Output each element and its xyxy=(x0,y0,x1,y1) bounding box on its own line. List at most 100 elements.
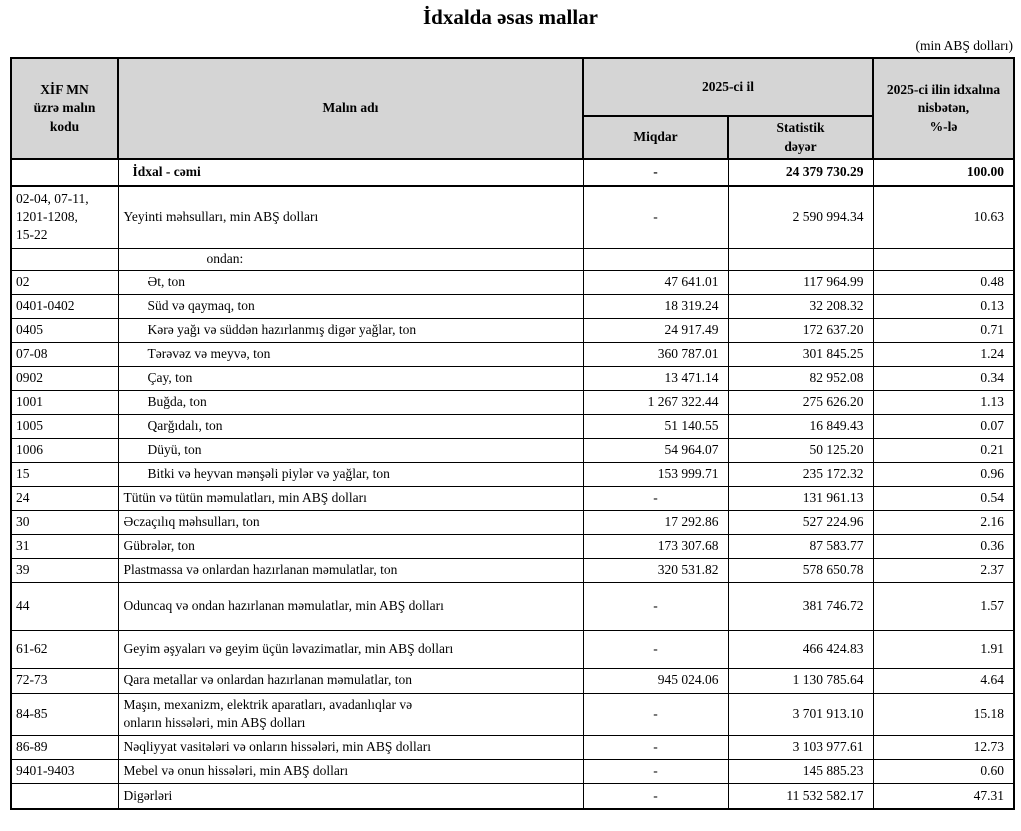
cell-name: Plastmassa və onlardan hazırlanan məmula… xyxy=(117,557,584,583)
cell-code: 02 xyxy=(10,269,119,295)
cell-name: ondan: xyxy=(117,247,584,271)
cell-name: Geyim əşyaları və geyim üçün ləvazimatla… xyxy=(117,629,584,669)
cell-quantity: 24 917.49 xyxy=(582,317,729,343)
table-row: 0902 Çay, ton 13 471.14 82 952.08 0.34 xyxy=(10,365,1015,391)
cell-name: Buğda, ton xyxy=(117,389,584,415)
cell-code: 31 xyxy=(10,533,119,559)
cell-name: Süd və qaymaq, ton xyxy=(117,293,584,319)
cell-code: 39 xyxy=(10,557,119,583)
cell-share: 47.31 xyxy=(872,782,1015,810)
cell-stat-value: 131 961.13 xyxy=(727,485,874,511)
cell-share: 0.34 xyxy=(872,365,1015,391)
cell-quantity: 47 641.01 xyxy=(582,269,729,295)
cell-code: 1006 xyxy=(10,437,119,463)
table-row: 02-04, 07-11, 1201-1208, 15-22 Yeyinti mə… xyxy=(10,185,1015,249)
cell-share: 0.13 xyxy=(872,293,1015,319)
header-stat-value: Statistik dəyər xyxy=(727,115,874,161)
cell-stat-value: 235 172.32 xyxy=(727,461,874,487)
cell-share: 0.07 xyxy=(872,413,1015,439)
cell-share: 0.48 xyxy=(872,269,1015,295)
cell-stat-value: 466 424.83 xyxy=(727,629,874,669)
table-row: 86-89 Nəqliyyat vasitələri və onların his… xyxy=(10,734,1015,760)
table-row: Digərləri -11 532 582.17 47.31 xyxy=(10,782,1015,810)
cell-share: 4.64 xyxy=(872,667,1015,694)
cell-quantity: 17 292.86 xyxy=(582,509,729,535)
cell-code: 24 xyxy=(10,485,119,511)
cell-name: Yeyinti məhsulları, min ABŞ dolları xyxy=(117,185,584,249)
table-row: 1001 Buğda, ton 1 267 322.44 275 626.20 1.13 xyxy=(10,389,1015,415)
table-row: 24 Tütün və tütün məmulatları, min ABŞ do… xyxy=(10,485,1015,511)
cell-stat-value: 527 224.96 xyxy=(727,509,874,535)
cell-quantity: 945 024.06 xyxy=(582,667,729,694)
cell-quantity: 13 471.14 xyxy=(582,365,729,391)
header-name: Malın adı xyxy=(117,57,584,161)
cell-code xyxy=(10,247,119,271)
cell-share: 12.73 xyxy=(872,734,1015,760)
cell-stat-value: 82 952.08 xyxy=(727,365,874,391)
table-row: 1005 Qarğıdalı, ton 51 140.55 16 849.43 0.07 xyxy=(10,413,1015,439)
cell-quantity: 51 140.55 xyxy=(582,413,729,439)
cell-stat-value: 24 379 730.29 xyxy=(727,158,874,188)
cell-stat-value: 172 637.20 xyxy=(727,317,874,343)
cell-code: 07-08 xyxy=(10,341,119,367)
cell-share xyxy=(872,247,1015,271)
cell-code: 61-62 xyxy=(10,629,119,669)
cell-stat-value: 1 130 785.64 xyxy=(727,667,874,694)
cell-share: 1.24 xyxy=(872,341,1015,367)
header-year-group: 2025-ci il xyxy=(582,57,874,118)
table-row: 44 Oduncaq və ondan hazırlanan məmulatlar… xyxy=(10,581,1015,631)
cell-name: Bitki və heyvan mənşəli piylər və yağlar… xyxy=(117,461,584,487)
cell-share: 100.00 xyxy=(872,158,1015,188)
cell-code: 72-73 xyxy=(10,667,119,694)
cell-quantity: 360 787.01 xyxy=(582,341,729,367)
cell-name: Qara metallar və onlardan hazırlanan məm… xyxy=(117,667,584,694)
table-row: 0405 Kərə yağı və süddən hazırlanmış digə… xyxy=(10,317,1015,343)
cell-code: 0902 xyxy=(10,365,119,391)
cell-stat-value: 50 125.20 xyxy=(727,437,874,463)
cell-quantity: - xyxy=(582,485,729,511)
cell-share: 0.71 xyxy=(872,317,1015,343)
table-row: 61-62 Geyim əşyaları və geyim üçün ləvazi… xyxy=(10,629,1015,669)
cell-code xyxy=(10,158,119,188)
cell-code xyxy=(10,782,119,810)
cell-name: Maşın, mexanizm, elektrik aparatları, av… xyxy=(117,692,584,736)
cell-quantity: - xyxy=(582,185,729,249)
cell-name: Tərəvəz və meyvə, ton xyxy=(117,341,584,367)
cell-quantity: - xyxy=(582,782,729,810)
unit-note: (min ABŞ dolları) xyxy=(915,38,1014,54)
cell-share: 2.16 xyxy=(872,509,1015,535)
cell-stat-value: 117 964.99 xyxy=(727,269,874,295)
table-row: 30 Əczaçılıq məhsulları, ton 17 292.86 527 … xyxy=(10,509,1015,535)
cell-share: 0.96 xyxy=(872,461,1015,487)
cell-share: 10.63 xyxy=(872,185,1015,249)
cell-quantity: 18 319.24 xyxy=(582,293,729,319)
cell-code: 30 xyxy=(10,509,119,535)
cell-name: Əczaçılıq məhsulları, ton xyxy=(117,509,584,535)
cell-name: Ət, ton xyxy=(117,269,584,295)
table-row: 39 Plastmassa və onlardan hazırlanan məmu… xyxy=(10,557,1015,583)
cell-quantity: - xyxy=(582,158,729,188)
cell-quantity: - xyxy=(582,758,729,784)
cell-code: 1005 xyxy=(10,413,119,439)
cell-name: Gübrələr, ton xyxy=(117,533,584,559)
cell-stat-value: 32 208.32 xyxy=(727,293,874,319)
cell-code: 15 xyxy=(10,461,119,487)
header-share: 2025-ci ilin idxalına nisbətən, %-lə xyxy=(872,57,1015,161)
table-header: XİF MN üzrə malın kodu Malın adı 2025-ci… xyxy=(10,57,1015,161)
table-row: 02 Ət, ton 47 641.01 117 964.99 0.48 xyxy=(10,269,1015,295)
table-body: İdxal - cəmi -24 379 730.29 100.00 02-04, 0… xyxy=(10,158,1015,810)
cell-code: 86-89 xyxy=(10,734,119,760)
cell-stat-value: 381 746.72 xyxy=(727,581,874,631)
cell-share: 0.60 xyxy=(872,758,1015,784)
cell-name: Nəqliyyat vasitələri və onların hissələr… xyxy=(117,734,584,760)
cell-stat-value: 301 845.25 xyxy=(727,341,874,367)
cell-name: Çay, ton xyxy=(117,365,584,391)
cell-share: 2.37 xyxy=(872,557,1015,583)
cell-quantity: - xyxy=(582,734,729,760)
cell-code: 0405 xyxy=(10,317,119,343)
cell-code: 84-85 xyxy=(10,692,119,736)
cell-stat-value: 3 103 977.61 xyxy=(727,734,874,760)
cell-name: Tütün və tütün məmulatları, min ABŞ doll… xyxy=(117,485,584,511)
table-row: ondan: xyxy=(10,247,1015,271)
cell-stat-value: 2 590 994.34 xyxy=(727,185,874,249)
